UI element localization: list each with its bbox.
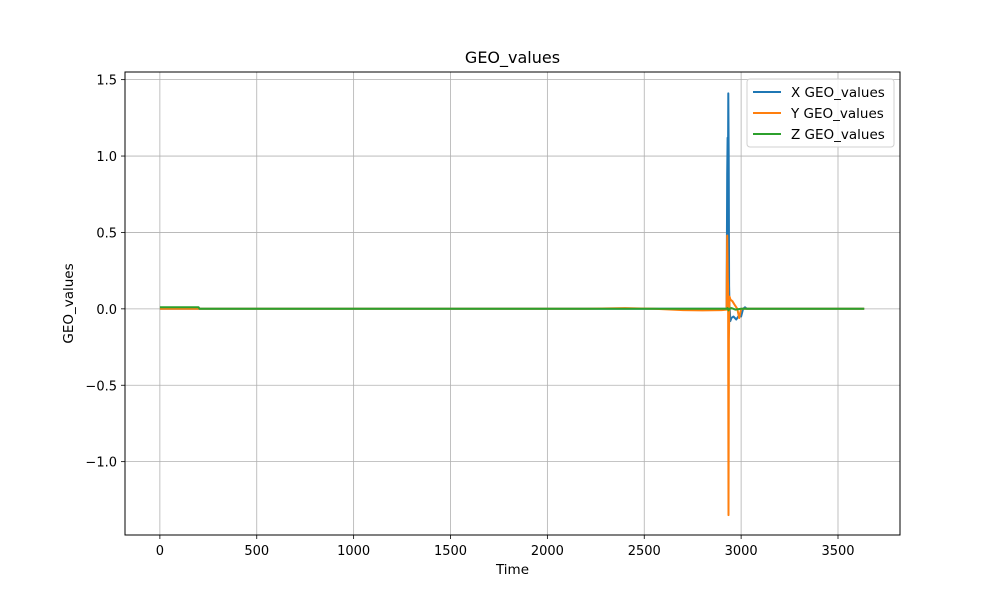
axis-ticks: 0 500 1000 1500 2000 2500 3000 3500 1.5 1.0 0.5 0.0… <box>85 74 854 559</box>
grid <box>125 72 900 535</box>
y-axis-label: GEO_values <box>61 263 77 343</box>
x-axis-label: Time <box>495 562 529 578</box>
x-tick-label: 2000 <box>531 544 564 559</box>
x-tick-label: 0 <box>156 544 164 559</box>
y-tick-label: 0.0 <box>96 303 117 318</box>
chart-title: GEO_values <box>465 48 560 68</box>
y-tick-label: −1.0 <box>85 456 117 471</box>
series-lines <box>159 92 865 517</box>
y-tick-label: 1.5 <box>96 74 117 89</box>
x-tick-label: 1000 <box>337 544 370 559</box>
x-tick-label: 1500 <box>434 544 467 559</box>
legend-label: X GEO_values <box>791 85 885 101</box>
series-line-2 <box>159 306 865 312</box>
x-tick-label: 500 <box>244 544 269 559</box>
x-tick-label: 3000 <box>725 544 758 559</box>
legend-label: Y GEO_values <box>790 106 884 122</box>
y-tick-label: 0.5 <box>96 226 117 241</box>
y-tick-label: −0.5 <box>85 379 117 394</box>
x-tick-label: 3500 <box>821 544 854 559</box>
x-tick-label: 2500 <box>628 544 661 559</box>
plot-frame <box>124 71 901 536</box>
legend-label: Z GEO_values <box>791 127 885 143</box>
y-tick-label: 1.0 <box>96 150 117 165</box>
legend: X GEO_values Y GEO_values Z GEO_values <box>746 78 895 148</box>
legend-box <box>746 78 895 148</box>
